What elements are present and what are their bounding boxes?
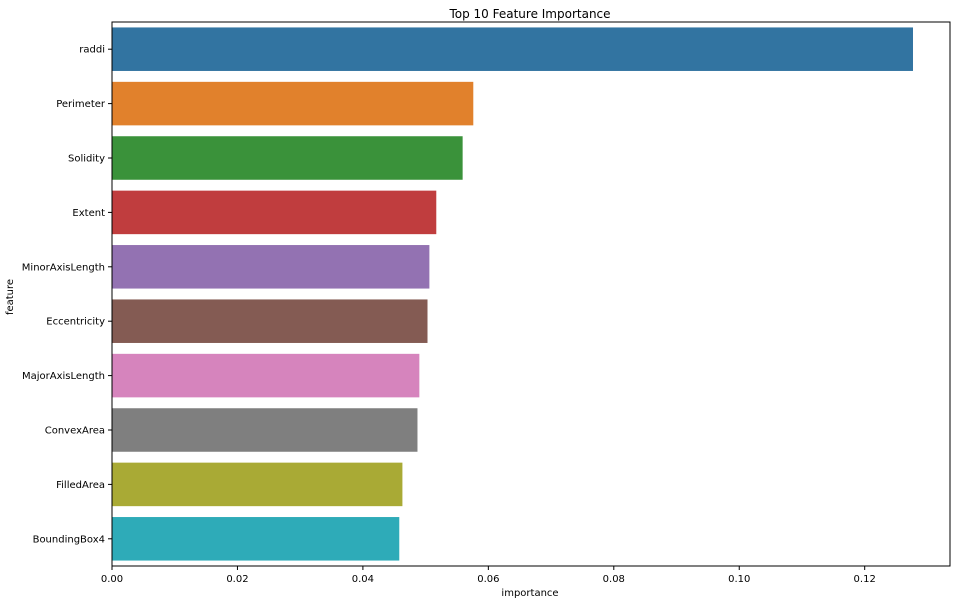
bar-Eccentricity [112, 299, 428, 343]
x-tick-label: 0.08 [603, 574, 625, 585]
y-tick-label: Solidity [68, 154, 105, 165]
bar-Perimeter [112, 81, 474, 126]
plot-frame [111, 21, 951, 567]
bar-Solidity [112, 136, 463, 180]
x-tick-label: 0.06 [477, 574, 499, 585]
chart-title: Top 10 Feature Importance [448, 7, 610, 21]
bar-MajorAxisLength [112, 353, 420, 398]
bar-BoundingBox4 [112, 517, 400, 561]
x-tick-label: 0.04 [352, 574, 374, 585]
y-tick-label: Perimeter [56, 99, 106, 110]
y-tick-label: MinorAxisLength [22, 262, 105, 273]
y-tick-label: FilledArea [56, 480, 105, 491]
y-tick-label: Extent [72, 208, 105, 219]
bar-ConvexArea [112, 408, 418, 452]
x-tick-label: 0.10 [728, 574, 750, 585]
x-tick-label: 0.12 [854, 574, 876, 585]
bar-raddi [112, 27, 913, 71]
y-tick-label: BoundingBox4 [33, 534, 105, 545]
x-tick-label: 0.00 [101, 574, 123, 585]
x-axis-label: importance [501, 588, 558, 599]
y-axis-ticks: raddi Perimeter Solidity Extent MinorAxisLen… [22, 45, 112, 545]
x-axis-ticks: 0.00 0.02 0.04 0.06 0.08 0.10 0.12 [101, 566, 876, 585]
x-tick-label: 0.02 [226, 574, 248, 585]
bar-Extent [112, 190, 437, 235]
y-tick-label: ConvexArea [45, 426, 105, 437]
bars-group [112, 27, 913, 561]
bar-FilledArea [112, 462, 403, 507]
y-axis-label: feature [5, 279, 16, 315]
bar-MinorAxisLength [112, 245, 430, 289]
y-tick-label: MajorAxisLength [22, 371, 105, 382]
y-tick-label: Eccentricity [46, 317, 105, 328]
y-tick-label: raddi [79, 45, 105, 56]
